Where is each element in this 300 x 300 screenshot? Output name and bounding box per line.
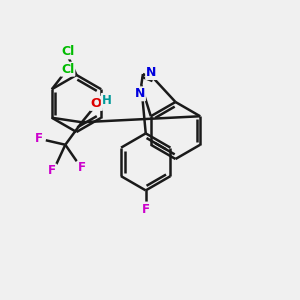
Text: O: O bbox=[91, 97, 102, 110]
Text: H: H bbox=[102, 94, 112, 107]
Text: F: F bbox=[78, 161, 86, 174]
Text: F: F bbox=[142, 202, 150, 215]
Text: N: N bbox=[146, 66, 157, 79]
Text: Cl: Cl bbox=[61, 45, 74, 58]
Text: N: N bbox=[135, 87, 145, 100]
Text: F: F bbox=[35, 132, 43, 145]
Text: F: F bbox=[48, 164, 56, 177]
Text: Cl: Cl bbox=[61, 63, 74, 76]
